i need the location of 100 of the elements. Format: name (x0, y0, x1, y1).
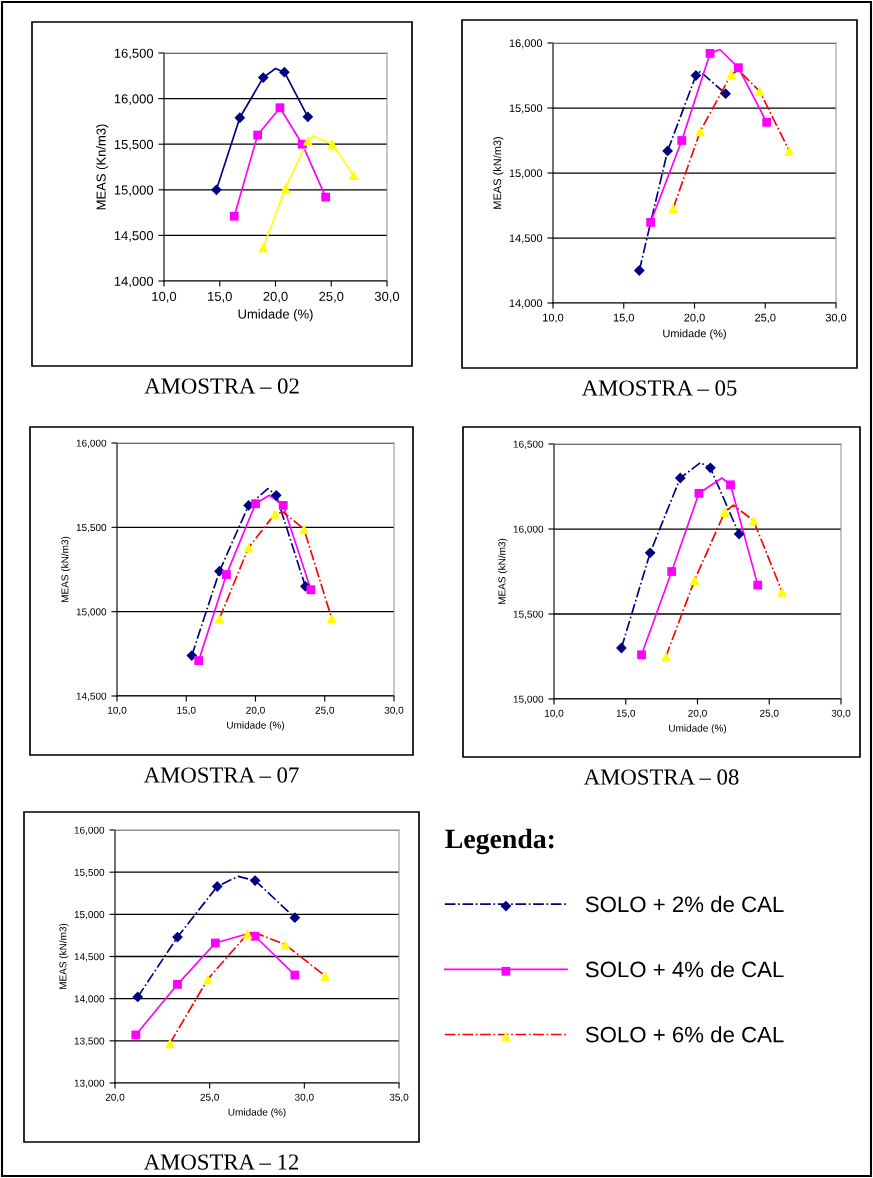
text: SOLO + 4% de CAL (585, 961, 784, 978)
y-tick-label: 16,500 (114, 48, 154, 60)
x-tick-label: 30,0 (374, 291, 400, 303)
point (689, 575, 700, 585)
y-tick-label: 16,000 (76, 439, 107, 448)
point (173, 979, 182, 989)
x-tick-label: 10,0 (545, 709, 564, 718)
point (748, 515, 759, 526)
y-axis-title: MEAS (kN/m3) (498, 538, 508, 605)
point (668, 203, 679, 214)
point (762, 117, 772, 127)
y-tick-label: 16,000 (513, 525, 544, 534)
y-tick-label: 14,500 (114, 231, 154, 242)
y-tick-label: 15,500 (509, 104, 543, 114)
point (194, 656, 204, 665)
x-axis-title: Umidade (%) (227, 721, 285, 731)
text: SOLO + 6% de CAL (585, 1026, 784, 1043)
point (302, 135, 313, 146)
point (229, 211, 239, 221)
y-axis-title: MEAS (kN/m3) (61, 536, 71, 603)
point (674, 472, 686, 484)
point (302, 111, 314, 123)
point (753, 580, 763, 590)
point (726, 480, 735, 490)
point (234, 112, 246, 124)
point (667, 567, 677, 576)
x-tick-label: 20,0 (246, 706, 265, 715)
point (299, 524, 309, 534)
point (257, 72, 269, 83)
x-tick-label: 20,0 (105, 1093, 125, 1102)
x-tick-label: 25,0 (755, 313, 776, 323)
point (348, 170, 359, 181)
x-axis-title: Umidade (%) (238, 309, 313, 322)
y-axis-title: MEAS (Kn/m3) (96, 124, 109, 210)
point (279, 66, 290, 78)
point (202, 974, 213, 985)
y-tick-label: 16,000 (114, 94, 154, 105)
y-tick-label: 15,000 (76, 608, 107, 617)
point (269, 508, 280, 519)
point (186, 650, 198, 661)
point (270, 489, 282, 501)
x-axis-title: Umidade (%) (663, 329, 726, 340)
point (646, 218, 656, 227)
x-axis-title: Umidade (%) (228, 1108, 286, 1118)
x-tick-label: 30,0 (831, 709, 851, 718)
point (275, 103, 285, 113)
y-axis-title: MEAS (kN/m3) (493, 137, 504, 209)
x-tick-label: 20,0 (684, 313, 705, 323)
y-tick-label: 14,000 (74, 995, 105, 1004)
point (253, 130, 263, 140)
y-tick-label: 15,500 (74, 868, 105, 878)
point (280, 939, 291, 950)
y-tick-label: 14,500 (509, 234, 543, 244)
y-tick-label: 15,000 (74, 910, 105, 920)
point (251, 499, 260, 509)
y-tick-label: 16,000 (509, 39, 543, 49)
x-tick-label: 15,0 (616, 709, 636, 718)
text: AMOSTRA – 12 (143, 1154, 299, 1170)
y-axis-title: MEAS (kN/m3) (59, 923, 69, 990)
point (784, 145, 795, 156)
x-tick-label: 25,0 (200, 1093, 220, 1102)
point (321, 192, 331, 202)
point (733, 528, 745, 540)
y-tick-label: 14,000 (114, 276, 154, 288)
x-tick-label: 20,0 (688, 709, 707, 718)
x-tick-label: 25,0 (315, 706, 335, 715)
x-tick-label: 30,0 (825, 313, 847, 323)
point (210, 938, 220, 948)
point (280, 183, 291, 193)
point (249, 875, 261, 886)
point (327, 139, 338, 150)
point (242, 928, 253, 939)
point (726, 69, 737, 80)
y-tick-label: 16,500 (513, 440, 544, 449)
point (222, 570, 231, 579)
point (289, 912, 301, 924)
point (132, 991, 144, 1003)
x-tick-label: 10,0 (108, 706, 127, 715)
y-tick-label: 14,000 (509, 299, 543, 309)
x-tick-label: 20,0 (263, 291, 288, 303)
point (644, 547, 656, 559)
point (662, 145, 673, 157)
x-tick-label: 30,0 (384, 706, 404, 715)
text: AMOSTRA – 07 (143, 767, 299, 783)
y-tick-label: 15,000 (509, 169, 543, 179)
point (165, 1038, 175, 1049)
point (278, 501, 288, 510)
point (705, 462, 716, 474)
point (211, 881, 223, 892)
point (258, 242, 269, 253)
point (306, 585, 316, 595)
point (326, 613, 337, 624)
x-tick-label: 25,0 (319, 291, 344, 303)
y-tick-label: 15,000 (513, 695, 544, 704)
point (633, 265, 645, 276)
x-tick-label: 10,0 (543, 313, 564, 323)
point (694, 488, 704, 498)
text: SOLO + 2% de CAL (585, 895, 784, 913)
y-tick-label: 15,500 (114, 139, 154, 151)
x-tick-label: 30,0 (294, 1093, 314, 1102)
